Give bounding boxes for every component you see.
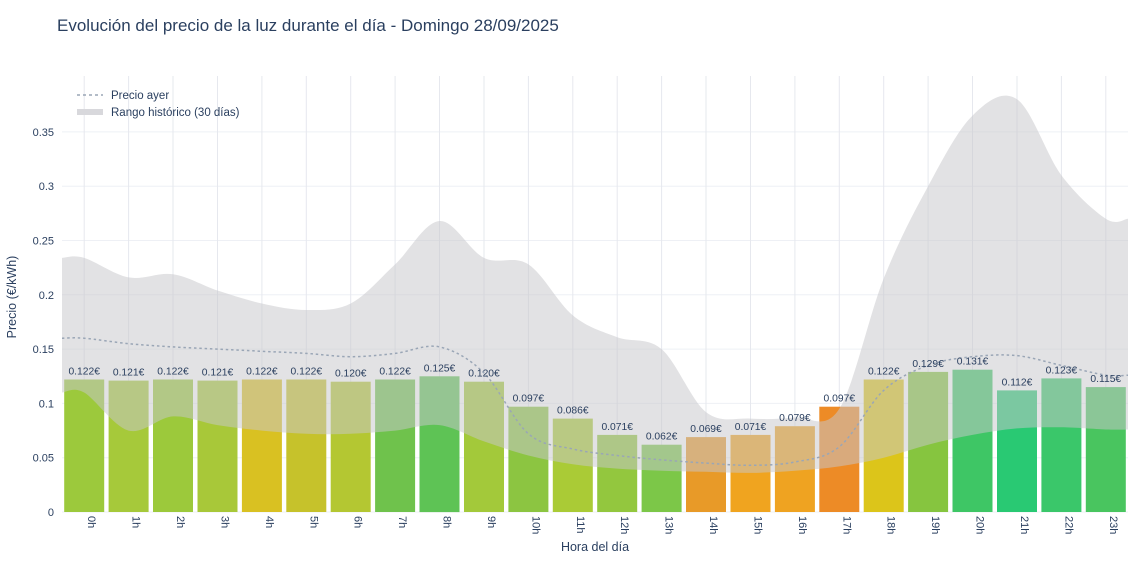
legend-item-range[interactable]: Rango histórico (30 días) [77, 107, 240, 119]
bar-value-label: 0.097€ [824, 394, 856, 405]
x-tick-label: 2h [174, 516, 186, 528]
x-tick-label: 22h [1062, 516, 1074, 534]
bar-value-label: 0.123€ [1046, 365, 1078, 376]
y-tick-label: 0.05 [33, 453, 54, 465]
bar-value-label: 0.120€ [468, 369, 500, 380]
y-tick-label: 0 [48, 507, 54, 519]
bar-value-label: 0.125€ [424, 363, 456, 374]
y-tick-label: 0.1 [39, 398, 54, 410]
bar-value-label: 0.079€ [779, 413, 811, 424]
x-tick-label: 15h [752, 516, 764, 534]
y-tick-label: 0.15 [33, 344, 54, 356]
bar-value-label: 0.097€ [513, 394, 545, 405]
legend-yesterday-label: Precio ayer [111, 90, 169, 102]
x-tick-label: 20h [974, 516, 986, 534]
x-tick-label: 23h [1107, 516, 1119, 534]
x-tick-label: 8h [441, 516, 453, 528]
bar-value-label: 0.121€ [113, 368, 145, 379]
x-tick-label: 14h [707, 516, 719, 534]
bar-value-label: 0.115€ [1090, 374, 1121, 385]
x-tick-label: 18h [885, 516, 897, 534]
y-tick-label: 0.25 [33, 236, 54, 248]
historical-range-band [62, 95, 1128, 473]
legend-band-swatch-icon [77, 109, 103, 115]
bar-value-label: 0.086€ [557, 406, 589, 417]
bar-value-label: 0.122€ [68, 367, 100, 378]
x-tick-label: 5h [307, 516, 319, 528]
x-tick-label: 9h [485, 516, 497, 528]
x-tick-label: 17h [840, 516, 852, 534]
x-tick-label: 6h [352, 516, 364, 528]
bar-value-label: 0.122€ [379, 367, 411, 378]
chart-title: Evolución del precio de la luz durante e… [57, 16, 559, 35]
x-tick-label: 4h [263, 516, 275, 528]
x-tick-label: 10h [529, 516, 541, 534]
bar-value-label: 0.122€ [291, 367, 323, 378]
x-tick-label: 16h [796, 516, 808, 534]
bar-value-label: 0.122€ [157, 367, 189, 378]
legend-range-label: Rango histórico (30 días) [111, 107, 240, 119]
x-tick-label: 13h [663, 516, 675, 534]
bar-value-label: 0.069€ [690, 424, 722, 435]
bar-value-label: 0.122€ [868, 367, 900, 378]
x-tick-label: 7h [396, 516, 408, 528]
bar-value-label: 0.122€ [246, 367, 278, 378]
x-tick-label: 11h [574, 516, 586, 534]
legend: Precio ayer Rango histórico (30 días) [77, 90, 240, 119]
x-tick-label: 19h [929, 516, 941, 534]
bar-value-label: 0.121€ [202, 368, 234, 379]
yesterday-price-line [61, 337, 1129, 467]
y-tick-label: 0.35 [33, 127, 54, 139]
x-axis-title: Hora del día [561, 540, 629, 554]
y-axis-title: Precio (€/kWh) [5, 256, 19, 339]
x-tick-label: 0h [85, 516, 97, 528]
legend-item-yesterday[interactable]: Precio ayer [77, 90, 169, 102]
bar-value-label: 0.129€ [912, 359, 944, 370]
x-tick-label: 3h [219, 516, 231, 528]
x-tick-label: 12h [618, 516, 630, 534]
x-tick-label: 1h [130, 516, 142, 528]
y-tick-label: 0.2 [39, 290, 54, 302]
bar-value-label: 0.120€ [335, 369, 367, 380]
x-tick-label: 21h [1018, 516, 1030, 534]
bar-value-label: 0.131€ [957, 357, 989, 368]
bar-value-label: 0.112€ [1002, 377, 1033, 388]
bar-value-label: 0.071€ [601, 422, 633, 433]
bar-value-label: 0.062€ [646, 432, 678, 443]
bar-value-label: 0.071€ [735, 422, 767, 433]
y-tick-label: 0.3 [39, 181, 54, 193]
